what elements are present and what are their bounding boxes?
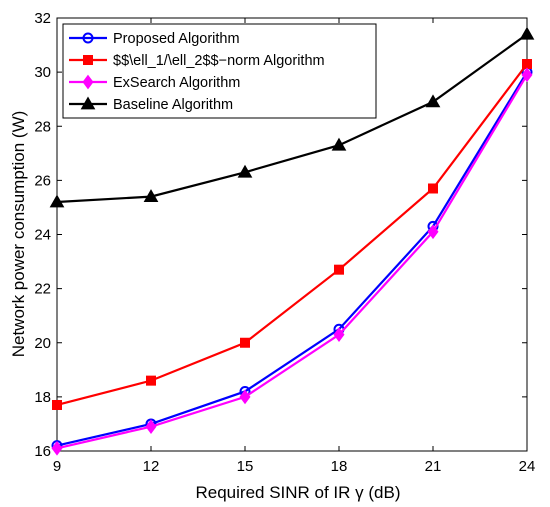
data-point (522, 59, 532, 70)
legend-label: Proposed Algorithm (113, 31, 240, 47)
x-axis-label: Required SINR of IR γ (dB) (195, 483, 400, 502)
legend: Proposed Algorithm $$\ell_1/\ell_2$$−norm… (62, 23, 377, 119)
y-tick-label: 24 (34, 227, 51, 244)
data-point (428, 183, 438, 194)
legend-swatch-marker (83, 55, 93, 65)
legend-box (62, 23, 377, 119)
y-tick-label: 32 (34, 10, 51, 27)
y-tick-label: 20 (34, 335, 51, 352)
data-point (425, 94, 441, 108)
series-line (56, 71, 528, 447)
y-tick-label: 30 (34, 64, 51, 81)
legend-item: Baseline Algorithm (69, 96, 233, 113)
series-line (56, 74, 528, 450)
data-point (237, 164, 253, 178)
series-3 (49, 26, 535, 208)
data-point (239, 389, 251, 405)
series-line (56, 33, 528, 204)
legend-item: Proposed Algorithm (69, 31, 240, 47)
legend-swatch-marker (80, 96, 96, 110)
series-2 (51, 67, 533, 456)
data-point (427, 224, 439, 240)
data-point (240, 337, 250, 348)
legend-label: ExSearch Algorithm (113, 75, 240, 91)
y-tick-label: 18 (34, 389, 51, 406)
data-point (51, 440, 63, 456)
data-point (334, 264, 344, 275)
data-point (331, 137, 347, 151)
y-tick-label: 26 (34, 172, 51, 189)
data-point (333, 327, 345, 342)
data-point (49, 194, 65, 208)
series-line (56, 63, 528, 407)
data-point (143, 189, 159, 202)
legend-swatch-marker (82, 74, 94, 90)
y-axis-label: Network power consumption (W) (9, 111, 28, 358)
x-tick-label: 12 (143, 458, 160, 475)
data-point (146, 375, 156, 386)
data-point (521, 67, 533, 83)
y-tick-label: 22 (34, 281, 51, 298)
legend-swatch-marker (82, 32, 94, 44)
y-axis-ticks: 16 18 20 22 24 26 28 30 32 (34, 10, 527, 460)
y-tick-label: 16 (34, 443, 51, 460)
x-tick-label: 21 (425, 458, 442, 475)
data-point (145, 419, 157, 434)
data-point (52, 399, 62, 410)
legend-item: $$\ell_1/\ell_2$$−norm Algorithm (69, 53, 325, 69)
x-tick-label: 9 (53, 458, 61, 475)
x-tick-label: 18 (331, 458, 348, 475)
series-layer (49, 26, 535, 456)
data-point (519, 26, 535, 40)
legend-item: ExSearch Algorithm (69, 74, 240, 91)
legend-label: Baseline Algorithm (113, 97, 233, 113)
series-1 (52, 59, 532, 410)
y-tick-label: 28 (34, 118, 51, 135)
x-axis-ticks: 9 12 15 18 21 24 (53, 18, 536, 475)
legend-label: $$\ell_1/\ell_2$$−norm Algorithm (113, 53, 325, 69)
x-tick-label: 15 (237, 458, 254, 475)
x-tick-label: 24 (519, 458, 536, 475)
